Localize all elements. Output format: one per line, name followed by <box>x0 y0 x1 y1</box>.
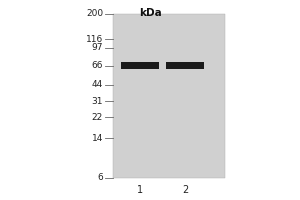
Text: 22: 22 <box>92 113 103 122</box>
Text: 2: 2 <box>182 185 188 195</box>
Bar <box>121 62 159 69</box>
Text: kDa: kDa <box>139 8 161 18</box>
Bar <box>113 14 225 178</box>
Text: 1: 1 <box>137 185 143 195</box>
Text: 66: 66 <box>92 61 103 70</box>
Bar <box>166 62 204 69</box>
Text: 14: 14 <box>92 134 103 143</box>
Text: 6: 6 <box>97 173 103 182</box>
Text: 31: 31 <box>92 97 103 106</box>
Text: 44: 44 <box>92 80 103 89</box>
Text: 200: 200 <box>86 9 103 19</box>
Text: 97: 97 <box>92 43 103 52</box>
Text: 116: 116 <box>86 35 103 44</box>
